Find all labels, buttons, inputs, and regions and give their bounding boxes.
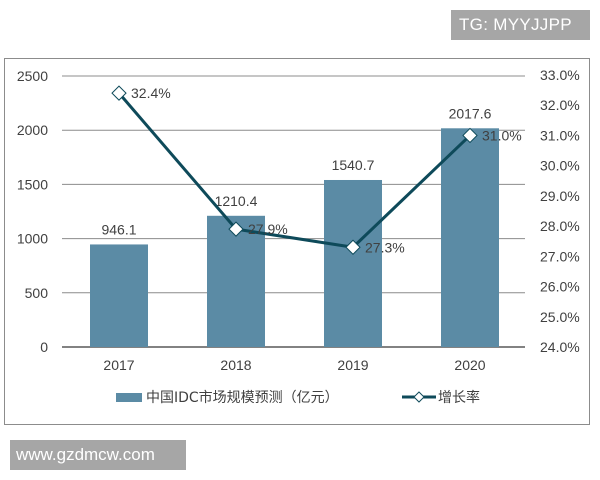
right-axis-tick-label: 26.0% — [540, 279, 580, 295]
bar-swatch-icon — [116, 392, 142, 402]
right-axis-tick-label: 27.0% — [540, 248, 580, 264]
right-axis-tick-label: 28.0% — [540, 218, 580, 234]
left-axis-tick-label: 2500 — [17, 68, 48, 84]
growth-rate-label: 31.0% — [482, 127, 522, 143]
growth-line — [111, 85, 478, 255]
watermark-bottom: www.gzdmcw.com — [10, 440, 186, 470]
right-axis-tick-label: 30.0% — [540, 158, 580, 174]
right-axis-tick-label: 25.0% — [540, 309, 580, 325]
watermark-top: TG: MYYJJPP — [451, 10, 590, 40]
x-axis-label: 2020 — [454, 357, 485, 373]
left-axis-tick-label: 1500 — [17, 176, 48, 192]
line-labels: 32.4% 27.9% 27.3% 31.0% — [131, 85, 522, 255]
legend-item-market-size: 中国IDC市场规模预测（亿元） — [116, 383, 339, 411]
x-axis-label: 2019 — [337, 357, 368, 373]
bars — [90, 128, 499, 347]
right-axis-tick-label: 32.0% — [540, 97, 580, 113]
bar-2018 — [207, 215, 265, 347]
legend-line-label: 增长率 — [438, 390, 480, 406]
left-axis-tick-label: 500 — [25, 285, 49, 301]
right-axis-tick-label: 29.0% — [540, 188, 580, 204]
left-axis-tick-label: 2000 — [17, 122, 48, 138]
legend-item-growth-rate: 增长率 — [402, 383, 480, 411]
x-axis-label: 2018 — [220, 357, 251, 373]
right-axis-tick-label: 24.0% — [540, 339, 580, 355]
bar-2017 — [90, 244, 148, 347]
x-axis-labels: 2017 2018 2019 2020 — [103, 357, 485, 373]
growth-rate-line — [117, 92, 472, 249]
bar-value-label: 1210.4 — [215, 193, 258, 209]
left-axis-tick-label: 1000 — [17, 231, 48, 247]
bar-value-label: 2017.6 — [449, 105, 492, 121]
right-axis-tick-label: 31.0% — [540, 127, 580, 143]
legend: 中国IDC市场规模预测（亿元） 增长率 — [0, 383, 600, 411]
bar-labels: 946.1 1210.4 1540.7 2017.6 — [101, 105, 491, 237]
bar-value-label: 946.1 — [101, 221, 136, 237]
left-axis-ticks: 0 500 1000 1500 2000 2500 — [17, 68, 48, 355]
bar-value-label: 1540.7 — [332, 157, 375, 173]
diamond-marker-icon — [345, 239, 361, 255]
right-axis-ticks: 24.0% 25.0% 26.0% 27.0% 28.0% 29.0% 30.0% 31.0%… — [540, 67, 580, 355]
diamond-marker-icon — [111, 85, 127, 101]
growth-rate-label: 32.4% — [131, 85, 171, 101]
growth-rate-label: 27.3% — [365, 239, 405, 255]
x-axis-label: 2017 — [103, 357, 134, 373]
diamond-marker-icon — [228, 221, 244, 237]
line-diamond-swatch-icon — [402, 391, 436, 403]
bar-2019 — [324, 179, 382, 347]
legend-bar-label: 中国IDC市场规模预测（亿元） — [146, 390, 339, 406]
bar-2020 — [441, 128, 499, 347]
right-axis-tick-label: 33.0% — [540, 67, 580, 83]
diamond-marker-icon — [462, 127, 478, 144]
left-axis-tick-label: 0 — [40, 339, 48, 355]
growth-rate-label: 27.9% — [248, 221, 288, 237]
